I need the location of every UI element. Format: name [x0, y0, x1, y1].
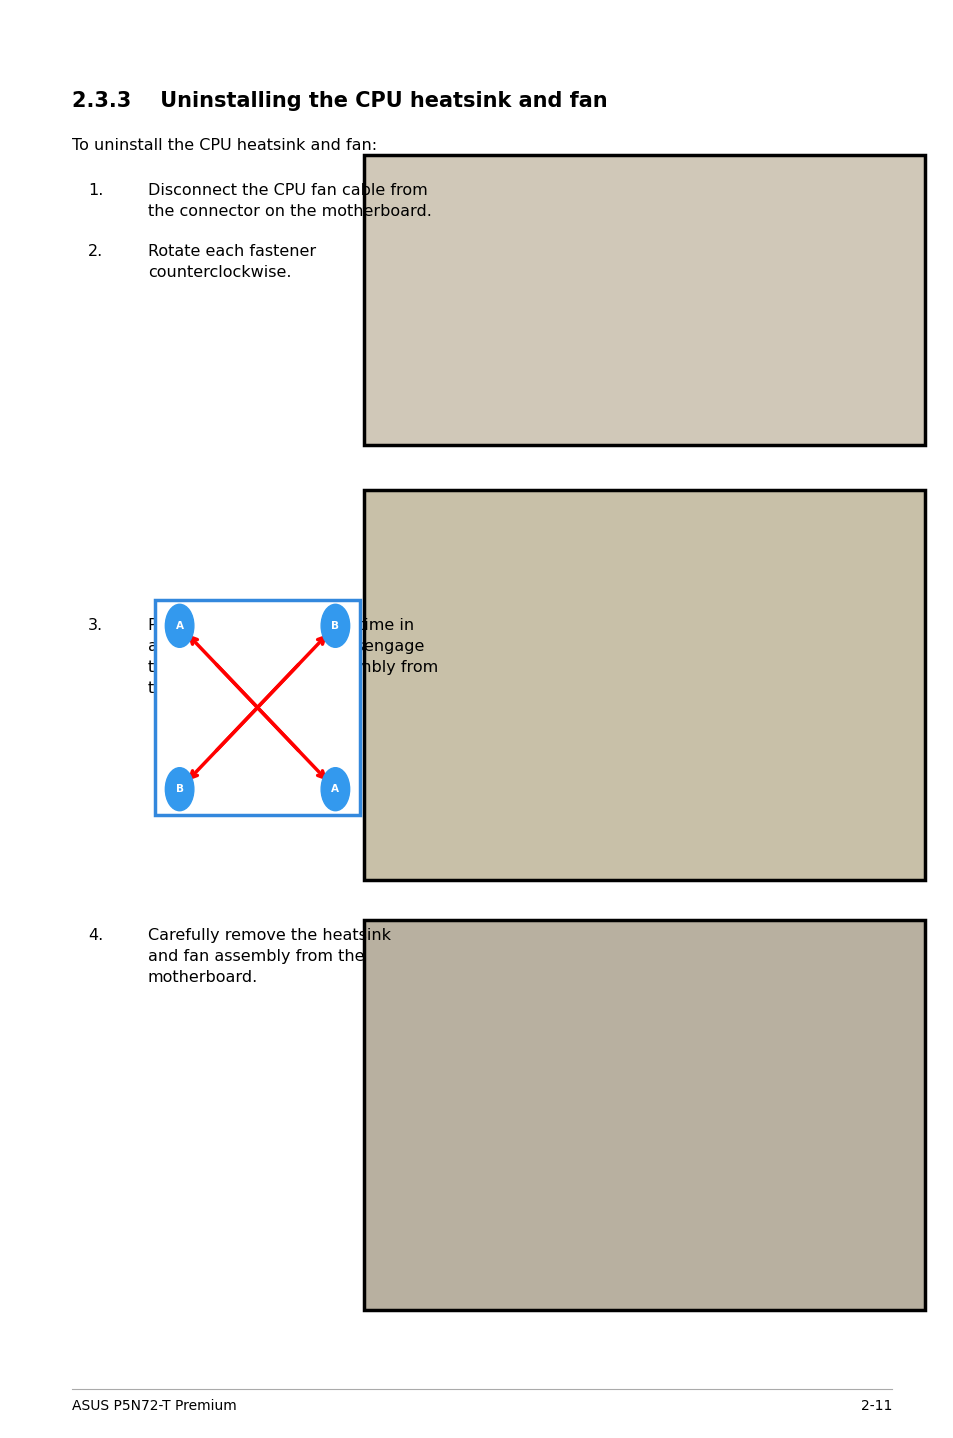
Text: Disconnect the CPU fan cable from
the connector on the motherboard.: Disconnect the CPU fan cable from the co…	[148, 183, 432, 219]
Text: Carefully remove the heatsink
and fan assembly from the
motherboard.: Carefully remove the heatsink and fan as…	[148, 928, 391, 985]
Text: A: A	[331, 784, 339, 794]
Bar	[364, 490, 924, 880]
Circle shape	[321, 768, 350, 811]
Text: A: A	[175, 621, 183, 631]
Text: To uninstall the CPU heatsink and fan:: To uninstall the CPU heatsink and fan:	[71, 138, 376, 152]
Circle shape	[321, 604, 350, 647]
Text: 2-11: 2-11	[860, 1399, 891, 1414]
Text: Pull up two fasteners at a time in
a diagonal sequence to disengage
the heatsink: Pull up two fasteners at a time in a dia…	[148, 618, 437, 696]
Text: 1.: 1.	[88, 183, 103, 197]
Text: 2.3.3    Uninstalling the CPU heatsink and fan: 2.3.3 Uninstalling the CPU heatsink and …	[71, 91, 606, 111]
Text: B: B	[331, 621, 339, 631]
Text: Rotate each fastener
counterclockwise.: Rotate each fastener counterclockwise.	[148, 244, 315, 280]
Text: 2.: 2.	[88, 244, 103, 259]
Text: 4.: 4.	[88, 928, 103, 942]
Bar	[364, 920, 924, 1310]
Text: ASUS P5N72-T Premium: ASUS P5N72-T Premium	[71, 1399, 236, 1414]
Bar	[364, 155, 924, 444]
Circle shape	[165, 768, 193, 811]
Text: 3.: 3.	[88, 618, 103, 633]
Text: B: B	[175, 784, 183, 794]
Circle shape	[165, 604, 193, 647]
Bar	[154, 600, 359, 815]
